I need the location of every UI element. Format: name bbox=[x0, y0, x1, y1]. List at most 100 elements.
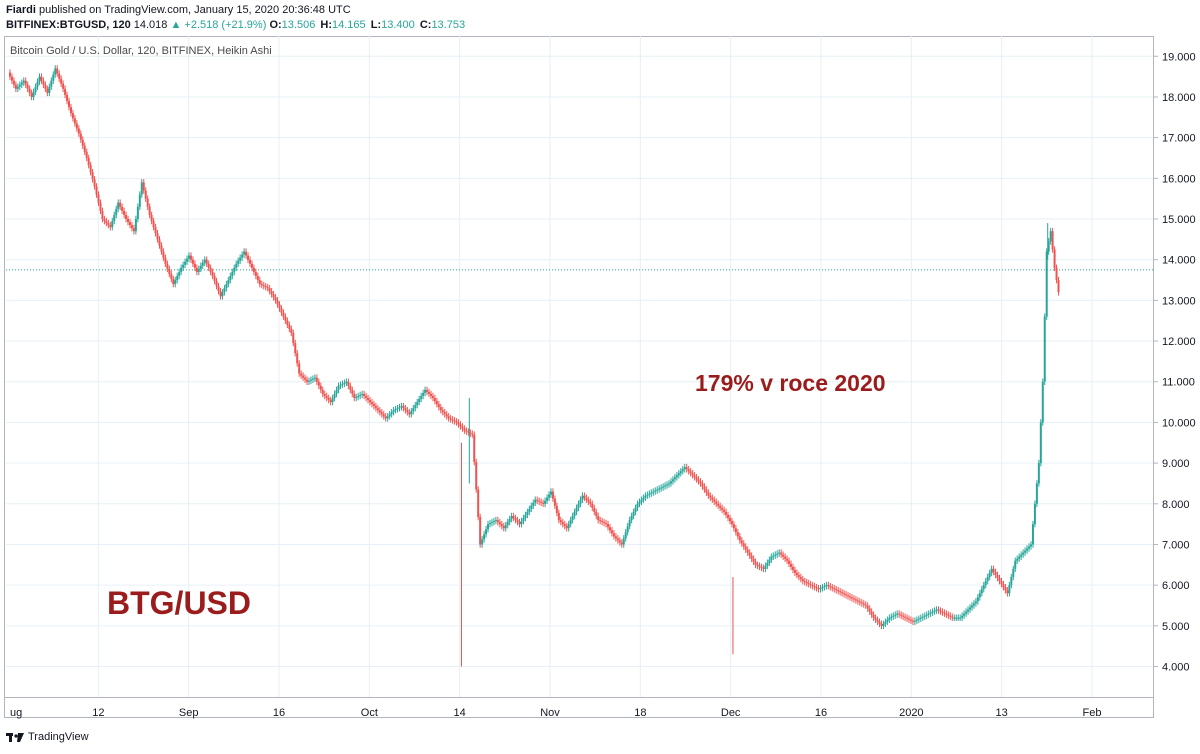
candle-body bbox=[156, 233, 159, 240]
candle-body bbox=[622, 538, 625, 545]
candle-body bbox=[776, 553, 779, 555]
candle-body bbox=[603, 522, 606, 524]
candle-body bbox=[874, 617, 877, 620]
candle-body bbox=[365, 395, 368, 399]
candle-body bbox=[664, 485, 667, 487]
candle-body bbox=[394, 409, 397, 411]
brand-name[interactable]: TradingView bbox=[28, 731, 89, 743]
candle-body bbox=[959, 617, 962, 619]
candle-body bbox=[585, 497, 588, 500]
candle-body bbox=[579, 499, 582, 504]
candle-body bbox=[186, 258, 189, 262]
candle-body bbox=[992, 568, 995, 572]
candle-body bbox=[546, 497, 549, 501]
candle-body bbox=[957, 617, 960, 619]
candle-body bbox=[553, 498, 556, 506]
candle-body bbox=[668, 483, 671, 485]
candle-body bbox=[201, 262, 204, 266]
candle-body bbox=[677, 473, 680, 476]
candle-body bbox=[40, 76, 43, 81]
candle-body bbox=[699, 481, 702, 484]
candle-body bbox=[477, 489, 480, 518]
author-name[interactable]: Fiardi bbox=[6, 4, 36, 16]
candle-body bbox=[467, 431, 470, 433]
candle-body bbox=[929, 612, 932, 614]
candle-body bbox=[791, 566, 794, 570]
candle-body bbox=[191, 259, 194, 264]
candle-body bbox=[799, 577, 802, 580]
candle-body bbox=[237, 260, 240, 264]
candle-body bbox=[260, 284, 263, 286]
candle-body bbox=[510, 515, 513, 520]
gain-annotation: 179% v roce 2020 bbox=[695, 370, 886, 396]
candle-body bbox=[923, 615, 926, 617]
candle-body bbox=[422, 392, 425, 396]
candle-body bbox=[81, 139, 84, 146]
candle-body bbox=[823, 586, 826, 588]
candle-body bbox=[231, 271, 234, 276]
candle-body bbox=[595, 511, 598, 516]
candle-body bbox=[24, 80, 27, 85]
candle-body bbox=[1047, 241, 1050, 252]
candle-body bbox=[951, 616, 954, 618]
candle-body bbox=[217, 286, 220, 292]
chart-grid bbox=[6, 36, 1153, 697]
candle-body bbox=[925, 614, 928, 616]
candle-body bbox=[1020, 554, 1023, 557]
candle-body bbox=[1049, 231, 1052, 242]
candle-body bbox=[833, 588, 836, 590]
candle-body bbox=[361, 393, 364, 395]
candle-body bbox=[372, 404, 375, 407]
candle-body bbox=[843, 593, 846, 595]
candle-body bbox=[313, 377, 316, 379]
candle-body bbox=[1057, 280, 1060, 293]
candle-body bbox=[408, 412, 411, 415]
price-change: +2.518 (+21.9%) bbox=[184, 19, 267, 31]
candle-body bbox=[571, 515, 574, 521]
candle-body bbox=[34, 86, 37, 92]
candle-body bbox=[640, 499, 643, 502]
candle-body bbox=[284, 316, 287, 321]
candle-body bbox=[638, 501, 641, 504]
candle-body bbox=[386, 416, 389, 419]
candle-body bbox=[894, 614, 897, 616]
candle-body bbox=[500, 524, 503, 527]
candle-body bbox=[860, 602, 863, 604]
candle-body bbox=[581, 495, 584, 500]
candle-body bbox=[148, 206, 151, 215]
low-label: L: bbox=[370, 19, 382, 31]
x-tick-label: Dec bbox=[721, 707, 741, 719]
candle-body bbox=[789, 563, 792, 567]
candle-body bbox=[880, 623, 883, 626]
candle-body bbox=[306, 379, 309, 382]
candle-body bbox=[636, 503, 639, 508]
candle-body bbox=[817, 588, 820, 590]
candle-body bbox=[184, 261, 187, 265]
candle-body bbox=[182, 264, 185, 268]
candle-body bbox=[311, 378, 314, 380]
candle-body bbox=[599, 520, 602, 522]
candle-body bbox=[498, 522, 501, 525]
candle-body bbox=[605, 523, 608, 525]
candle-body bbox=[42, 80, 45, 85]
candle-body bbox=[943, 612, 946, 614]
candle-body bbox=[673, 477, 676, 480]
candle-body bbox=[608, 527, 611, 531]
published-text: published on TradingView.com, January 15… bbox=[39, 4, 351, 16]
candle-body bbox=[170, 273, 173, 280]
candle-body bbox=[504, 525, 507, 529]
candle-body bbox=[768, 559, 771, 563]
candle-body bbox=[841, 592, 844, 594]
tradingview-logo-icon bbox=[6, 732, 24, 742]
candle-body bbox=[994, 571, 997, 575]
candle-body bbox=[601, 521, 604, 523]
candle-body bbox=[913, 620, 916, 622]
candle-body bbox=[634, 507, 637, 512]
chart-frame[interactable] bbox=[4, 36, 1154, 718]
candle-body bbox=[982, 585, 985, 590]
y-tick-label: 17.000 bbox=[1162, 133, 1196, 145]
candle-body bbox=[711, 497, 714, 500]
candle-body bbox=[252, 267, 255, 272]
candle-body bbox=[256, 275, 259, 281]
